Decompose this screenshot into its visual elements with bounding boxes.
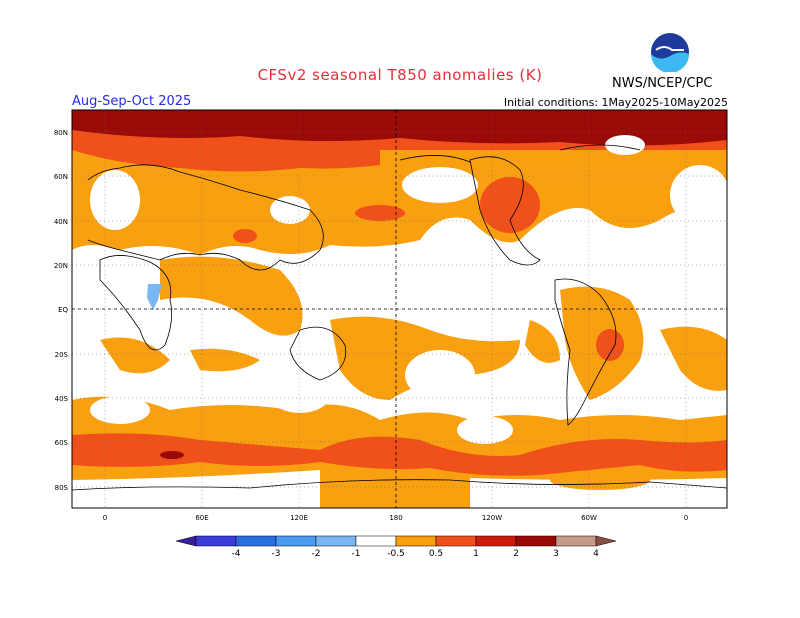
colorbar-extend-high (595, 535, 617, 547)
initial-conditions-label: Initial conditions: 1May2025-10May2025 (503, 96, 728, 109)
lon-label: 60E (195, 514, 208, 522)
colorbar-segment (235, 535, 277, 547)
lat-label: 40N (54, 218, 68, 226)
map-frame (71, 109, 728, 509)
lon-label: 120E (290, 514, 308, 522)
colorbar-tick: -2 (312, 549, 321, 559)
colorbar-segment (515, 535, 557, 547)
colorbar-extend-low (175, 535, 197, 547)
colorbar-segment (435, 535, 477, 547)
colorbar-tick: -4 (232, 549, 241, 559)
lat-label: EQ (58, 306, 68, 314)
colorbar-segment (475, 535, 517, 547)
lat-label: 20N (54, 262, 68, 270)
lat-label: 20S (55, 351, 69, 359)
lon-label: 0 (103, 514, 107, 522)
season-label: Aug-Sep-Oct 2025 (72, 94, 192, 109)
agency-label: NWS/NCEP/CPC (612, 76, 713, 91)
lat-label: 60N (54, 173, 68, 181)
colorbar-segment (355, 535, 397, 547)
lat-label: 80S (55, 484, 69, 492)
map-title: CFSv2 seasonal T850 anomalies (K) (257, 66, 543, 84)
colorbar-tick: 4 (593, 549, 599, 559)
colorbar-tick: -0.5 (387, 549, 405, 559)
colorbar-segment (275, 535, 317, 547)
noaa-logo-icon (651, 33, 689, 72)
colorbar-tick: -1 (352, 549, 361, 559)
lat-label: 60S (55, 439, 69, 447)
colorbar-segment (195, 535, 237, 547)
colorbar-tick: 0.5 (429, 549, 443, 559)
lon-label: 0 (684, 514, 688, 522)
lon-label: 180 (389, 514, 402, 522)
colorbar-tick: 3 (553, 549, 559, 559)
colorbar-tick: 2 (513, 549, 519, 559)
colorbar-segment (555, 535, 597, 547)
lat-label: 80N (54, 129, 68, 137)
anomaly-field (72, 110, 727, 508)
colorbar-tick: -3 (272, 549, 281, 559)
colorbar-legend: -4 -3 -2 -1 -0.5 0.5 1 2 3 4 (175, 535, 617, 559)
lon-label: 60W (581, 514, 597, 522)
lat-label: 40S (55, 395, 69, 403)
colorbar-segment (395, 535, 437, 547)
colorbar-segment (315, 535, 357, 547)
lon-label: 120W (482, 514, 502, 522)
colorbar-tick: 1 (473, 549, 479, 559)
